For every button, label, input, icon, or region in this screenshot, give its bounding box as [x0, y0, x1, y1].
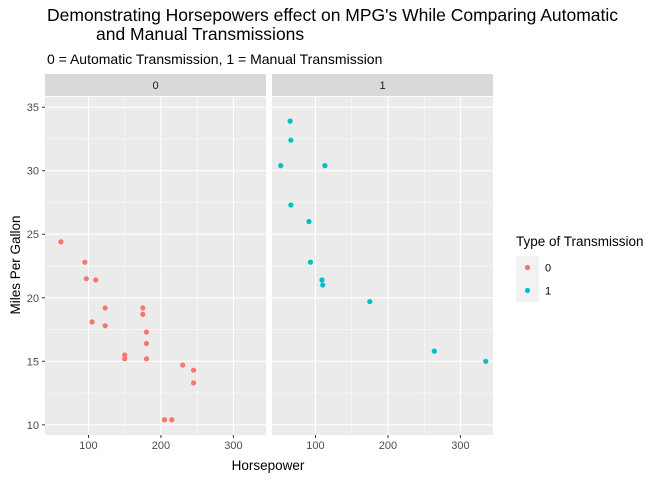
- data-point: [483, 358, 489, 364]
- data-point: [89, 319, 95, 325]
- data-point: [367, 298, 373, 305]
- facet-panels: 10 15 20 25 30 35 0 100 200 300 1 100 200 300: [27, 74, 493, 452]
- data-point: [161, 417, 168, 423]
- legend-key-point: [524, 264, 531, 271]
- x-tick-label: 300: [224, 440, 242, 452]
- data-point: [122, 352, 128, 358]
- facet-strip-label: 1: [379, 80, 385, 92]
- legend-label: 1: [545, 286, 551, 298]
- data-point: [102, 323, 108, 329]
- data-point: [102, 305, 108, 311]
- data-point: [288, 137, 294, 143]
- facet-strip: [272, 74, 493, 96]
- facet-strip: [45, 74, 266, 96]
- y-tick-label: 25: [27, 229, 39, 241]
- legend-label: 0: [545, 263, 551, 275]
- y-tick-label: 20: [27, 293, 39, 305]
- x-tick-label: 100: [79, 440, 97, 452]
- data-point: [431, 348, 437, 354]
- x-tick-label: 200: [379, 440, 397, 452]
- x-tick-label: 300: [451, 440, 469, 452]
- data-point: [93, 277, 99, 283]
- data-point: [82, 259, 88, 265]
- data-point: [287, 118, 293, 124]
- data-point: [122, 356, 128, 362]
- legend: Type of Transmission 0 1: [516, 234, 644, 302]
- data-point: [319, 277, 325, 283]
- data-point: [169, 417, 175, 423]
- chart-subtitle: 0 = Automatic Transmission, 1 = Manual T…: [47, 51, 382, 67]
- legend-key-point: [524, 287, 531, 294]
- x-tick-label: 100: [306, 440, 324, 452]
- chart-title-line-1: Demonstrating Horsepowers effect on MPG'…: [47, 5, 618, 25]
- data-point: [143, 329, 150, 335]
- x-axis-title: Horsepower: [232, 458, 305, 473]
- chart-title-line-2: and Manual Transmissions: [96, 24, 304, 44]
- data-point: [58, 239, 64, 245]
- facet-strip-label: 0: [152, 80, 158, 92]
- data-point: [140, 311, 146, 317]
- y-tick-label: 10: [27, 420, 39, 432]
- facet-panel-0: 0 100 200 300: [45, 74, 266, 452]
- data-point: [320, 282, 326, 288]
- data-point: [322, 163, 328, 169]
- facet-panel-1: 1 100 200 300: [272, 74, 493, 452]
- data-point: [306, 218, 312, 225]
- data-point: [307, 259, 314, 265]
- data-point: [190, 367, 197, 373]
- data-point: [143, 340, 150, 347]
- y-tick-label: 30: [27, 166, 39, 178]
- data-point: [190, 380, 197, 386]
- legend-title: Type of Transmission: [516, 234, 644, 249]
- data-point: [140, 305, 146, 311]
- x-tick-label: 200: [152, 440, 170, 452]
- data-point: [143, 356, 150, 362]
- data-point: [83, 276, 89, 282]
- y-tick-label: 15: [27, 356, 39, 368]
- y-axis-title: Miles Per Gallon: [8, 215, 23, 314]
- data-point: [278, 163, 284, 169]
- data-point: [180, 362, 186, 368]
- y-tick-label: 35: [27, 102, 39, 114]
- data-point: [288, 202, 294, 208]
